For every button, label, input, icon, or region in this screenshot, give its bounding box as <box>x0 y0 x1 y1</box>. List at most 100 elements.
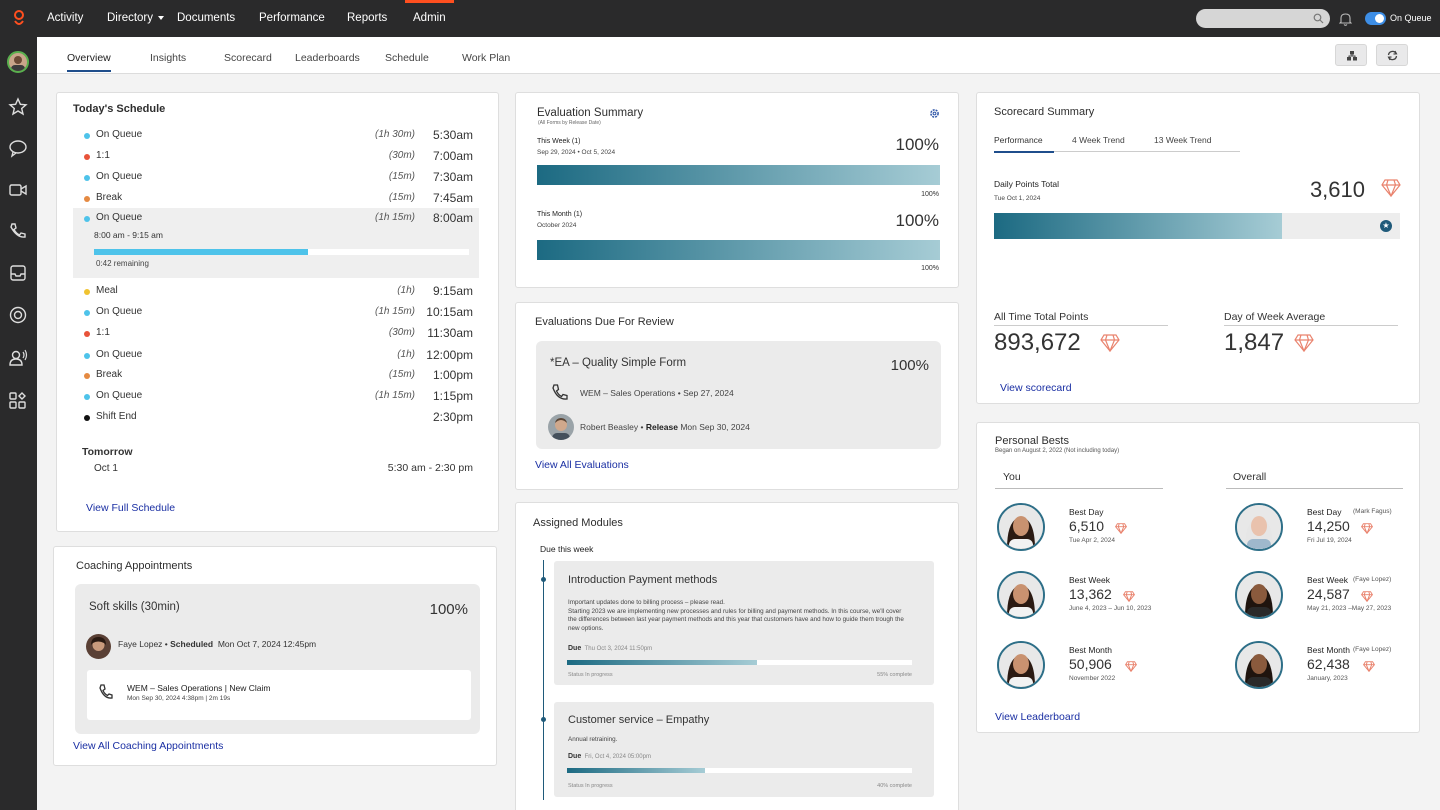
tab-scorecard[interactable]: Scorecard <box>224 52 272 64</box>
coaching-call-box[interactable]: WEM – Sales Operations | New Claim Mon S… <box>87 670 471 720</box>
chat-icon[interactable] <box>8 138 28 158</box>
schedule-time: 1:00pm <box>432 368 473 382</box>
day-of-week-label: Day of Week Average <box>1224 311 1398 326</box>
current-schedule-block[interactable] <box>73 208 479 278</box>
search-input[interactable] <box>1196 9 1330 28</box>
module-status: Status In progress <box>568 672 613 678</box>
nav-admin[interactable]: Admin <box>405 0 454 37</box>
schedule-time: 10:15am <box>426 305 473 319</box>
best-holder: (Mark Fagus) <box>1353 508 1392 515</box>
view-full-schedule-link[interactable]: View Full Schedule <box>86 502 176 514</box>
tomorrow-range: 5:30 am - 2:30 pm <box>387 462 473 474</box>
apps-icon[interactable] <box>8 391 28 411</box>
star-icon[interactable] <box>8 97 28 117</box>
gear-icon[interactable] <box>929 108 940 119</box>
coaching-person-line: Faye Lopez • Scheduled Mon Oct 7, 2024 1… <box>118 639 317 649</box>
lifebuoy-icon[interactable] <box>8 305 28 325</box>
view-all-coaching-link[interactable]: View All Coaching Appointments <box>73 740 224 752</box>
video-icon[interactable] <box>8 180 28 200</box>
card-title: Evaluations Due For Review <box>535 316 674 328</box>
inbox-icon[interactable] <box>8 263 28 283</box>
tab-overview[interactable]: Overview <box>67 52 111 72</box>
tab-bar: Overview Insights Scorecard Leaderboards… <box>37 37 1440 74</box>
contact-speaking-icon[interactable] <box>8 348 28 368</box>
tab-leaderboards[interactable]: Leaderboards <box>295 52 360 64</box>
status-dot <box>84 216 90 222</box>
release-label: Release <box>645 422 678 432</box>
nav-performance[interactable]: Performance <box>259 12 325 24</box>
schedule-activity: On Queue <box>96 171 143 182</box>
status-dot <box>84 353 90 359</box>
form-name: *EA – Quality Simple Form <box>550 357 687 369</box>
avatar <box>1235 503 1283 551</box>
module-item[interactable]: Customer service – Empathy Annual retrai… <box>554 702 934 797</box>
phone-icon[interactable] <box>8 221 28 241</box>
left-sidebar <box>0 37 37 810</box>
evaluation-item[interactable]: *EA – Quality Simple Form 100% WEM – Sal… <box>536 341 941 449</box>
diamond-icon <box>1294 334 1314 352</box>
schedule-activity: Break <box>96 369 123 380</box>
all-time-label: All Time Total Points <box>994 311 1168 326</box>
view-leaderboard-link[interactable]: View Leaderboard <box>995 711 1081 723</box>
month-bar-fill <box>537 240 940 260</box>
diamond-icon <box>1115 521 1127 539</box>
best-date: Tue Apr 2, 2024 <box>1069 537 1116 544</box>
tab-performance[interactable]: Performance <box>994 135 1054 153</box>
module-item[interactable]: Introduction Payment methods Important u… <box>554 561 934 685</box>
all-time-value: 893,672 <box>994 329 1081 356</box>
call-sub: Mon Sep 30, 2024 4:38pm | 2m 19s <box>127 695 231 702</box>
diamond-icon <box>1100 334 1120 352</box>
user-avatar[interactable] <box>7 51 29 73</box>
day-of-week-value: 1,847 <box>1224 329 1285 356</box>
coaching-appointments-card: Coaching Appointments Soft skills (30min… <box>53 546 497 766</box>
reviewer-name: Robert Beasley <box>580 422 639 432</box>
schedule-time: 11:30am <box>427 326 473 340</box>
hierarchy-icon <box>1347 51 1357 61</box>
avatar <box>997 571 1045 619</box>
best-label: Best Day <box>1069 507 1104 517</box>
coaching-item-percent: 100% <box>429 601 468 618</box>
best-holder: (Faye Lopez) <box>1353 646 1392 653</box>
coaching-item[interactable]: Soft skills (30min) 100% Faye Lopez • Sc… <box>75 584 480 734</box>
schedule-duration: (1h) <box>397 285 415 296</box>
nav-directory[interactable]: Directory <box>107 0 165 37</box>
month-percent: 100% <box>895 211 939 230</box>
schedule-duration: (15m) <box>388 171 415 182</box>
schedule-duration: (15m) <box>388 192 415 203</box>
best-value: 62,438 <box>1307 656 1350 672</box>
tab-work-plan[interactable]: Work Plan <box>462 52 511 64</box>
bell-icon[interactable] <box>1339 12 1352 26</box>
card-title: Today's Schedule <box>73 103 166 115</box>
nav-documents[interactable]: Documents <box>177 12 236 24</box>
status-toggle[interactable] <box>1365 12 1386 25</box>
diamond-icon <box>1361 589 1373 607</box>
diamond-icon <box>1125 659 1137 677</box>
daily-points-value: 3,610 <box>1309 177 1365 202</box>
status-dot <box>84 133 90 139</box>
best-date: Fri Jul 19, 2024 <box>1307 537 1352 544</box>
month-bar-track <box>537 240 940 260</box>
schedule-activity: On Queue <box>96 306 143 317</box>
daily-points-label: Daily Points Total <box>994 179 1060 189</box>
tab-13-week-trend[interactable]: 13 Week Trend <box>1154 135 1212 145</box>
due-date: Thu Oct 3, 2024 11:50pm <box>584 646 653 652</box>
tab-insights[interactable]: Insights <box>150 52 187 64</box>
best-date: January, 2023 <box>1307 675 1348 682</box>
refresh-button[interactable] <box>1376 44 1408 66</box>
schedule-duration: (30m) <box>388 150 415 161</box>
view-all-evaluations-link[interactable]: View All Evaluations <box>535 459 629 471</box>
week-label: This Week (1) <box>537 138 581 145</box>
layout-button[interactable] <box>1335 44 1367 66</box>
genesys-logo-icon[interactable] <box>12 9 26 29</box>
diamond-icon <box>1361 521 1373 539</box>
nav-activity[interactable]: Activity <box>47 12 84 24</box>
nav-reports[interactable]: Reports <box>347 12 388 24</box>
coaching-date: Mon Oct 7, 2024 12:45pm <box>217 639 317 649</box>
view-scorecard-link[interactable]: View scorecard <box>1000 382 1072 394</box>
top-bar: Activity Directory Documents Performance… <box>0 0 1440 37</box>
schedule-duration: (1h 15m) <box>374 306 415 317</box>
tab-schedule[interactable]: Schedule <box>385 52 429 64</box>
tab-4-week-trend[interactable]: 4 Week Trend <box>1072 135 1125 145</box>
module-due-line: Due Fri, Oct 4, 2024 05:00pm <box>568 753 651 760</box>
chevron-down-icon <box>158 15 165 20</box>
